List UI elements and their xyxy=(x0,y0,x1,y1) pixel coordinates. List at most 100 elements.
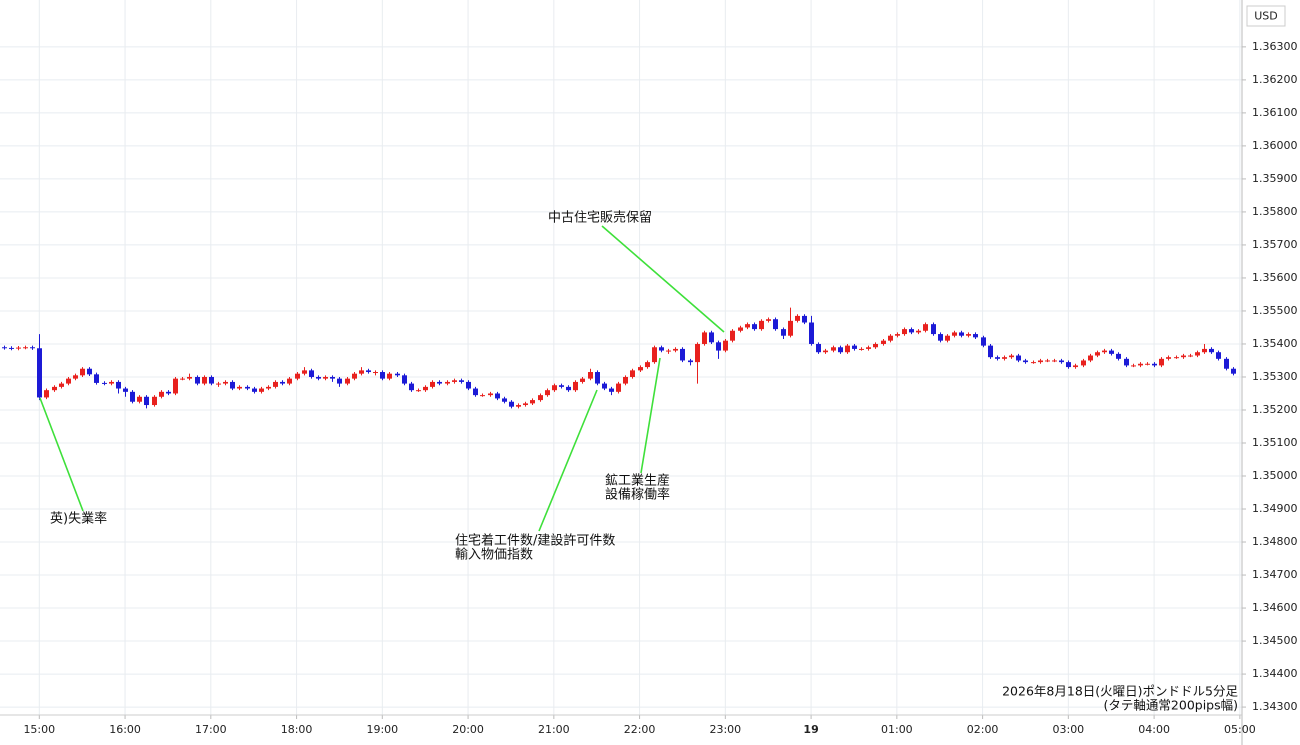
candle-body xyxy=(945,335,950,341)
candle-body xyxy=(1052,360,1057,362)
x-tick-label: 22:00 xyxy=(624,723,656,736)
candle-body xyxy=(1231,368,1236,374)
candle-body xyxy=(80,368,85,376)
candle-body xyxy=(881,340,886,344)
candle-body xyxy=(652,347,657,363)
candle-body xyxy=(545,390,550,396)
candle-body xyxy=(702,332,707,344)
y-tick-label: 1.36300 xyxy=(1252,40,1298,53)
candle-body xyxy=(902,329,907,335)
candle-body xyxy=(495,393,500,399)
candle-body xyxy=(1131,365,1136,367)
candle-body xyxy=(480,395,485,397)
candle-body xyxy=(345,378,350,384)
y-tick-label: 1.34500 xyxy=(1252,634,1298,647)
candle-body xyxy=(209,376,214,384)
candle-body xyxy=(580,378,585,382)
candle-body xyxy=(266,386,271,389)
candle-body xyxy=(788,320,793,336)
candle-body xyxy=(752,324,757,330)
x-tick-label: 18:00 xyxy=(281,723,313,736)
candle-body xyxy=(888,335,893,341)
x-tick-label: 02:00 xyxy=(967,723,999,736)
candle-body xyxy=(1159,358,1164,366)
candle-body xyxy=(1138,363,1143,366)
candle-body xyxy=(202,376,207,384)
candle-body xyxy=(1023,360,1028,363)
candle-body xyxy=(466,381,471,389)
grid xyxy=(0,0,1246,719)
candle-body xyxy=(1066,362,1071,368)
candle-body xyxy=(116,381,121,389)
annotation-text: 鉱工業生産 xyxy=(605,473,670,489)
candle-body xyxy=(509,401,514,407)
candle-body xyxy=(173,378,178,394)
candle-body xyxy=(9,347,14,349)
candle-body xyxy=(566,386,571,391)
candle-body xyxy=(87,368,92,375)
candle-body xyxy=(645,362,650,368)
y-tick-label: 1.35900 xyxy=(1252,172,1298,185)
candle-body xyxy=(102,382,107,384)
candle-body xyxy=(2,347,7,349)
x-tick-label: 05:00 xyxy=(1224,723,1256,736)
y-tick-label: 1.35200 xyxy=(1252,403,1298,416)
candle-body xyxy=(730,330,735,341)
candle-body xyxy=(1016,355,1021,361)
candle-body xyxy=(245,386,250,389)
candle-body xyxy=(237,386,242,389)
candle-body xyxy=(609,388,614,392)
candle-body xyxy=(159,391,164,397)
candle-body xyxy=(680,348,685,361)
candle-body xyxy=(1209,348,1214,353)
candle-body xyxy=(1038,360,1043,363)
candle-body xyxy=(1195,352,1200,356)
y-tick-label: 1.36200 xyxy=(1252,73,1298,86)
annotation-text: 設備稼働率 xyxy=(605,487,670,503)
candle-body xyxy=(802,315,807,323)
annotation-line xyxy=(39,397,84,512)
y-tick-label: 1.34700 xyxy=(1252,568,1298,581)
candle-body xyxy=(530,400,535,404)
candle-body xyxy=(1059,360,1064,363)
candle-body xyxy=(59,383,64,387)
annotation-line xyxy=(601,225,725,333)
candle-body xyxy=(773,319,778,330)
candle-body xyxy=(523,403,528,406)
candle-body xyxy=(516,405,521,407)
candle-body xyxy=(588,372,593,379)
candle-body xyxy=(166,391,171,394)
candle-body xyxy=(923,324,928,331)
x-tick-label: 23:00 xyxy=(709,723,741,736)
candle-body xyxy=(359,370,364,374)
candle-body xyxy=(1009,355,1014,358)
candle-body xyxy=(387,373,392,379)
candle-body xyxy=(966,334,971,336)
candle-body xyxy=(352,373,357,379)
x-tick-label: 04:00 xyxy=(1138,723,1170,736)
candle-body xyxy=(952,332,957,336)
candle-body xyxy=(895,334,900,336)
candle-body xyxy=(1081,360,1086,366)
candle-body xyxy=(123,388,128,392)
candle-body xyxy=(823,350,828,353)
candle-body xyxy=(252,388,257,392)
candle-body xyxy=(638,367,643,371)
candle-body xyxy=(16,347,21,349)
candle-body xyxy=(402,375,407,384)
candles xyxy=(2,307,1236,409)
y-tick-label: 1.35700 xyxy=(1252,238,1298,251)
candle-body xyxy=(845,345,850,353)
y-tick-label: 1.35600 xyxy=(1252,271,1298,284)
candle-body xyxy=(838,347,843,353)
candle-body xyxy=(1116,353,1121,359)
candle-body xyxy=(759,320,764,330)
candle-body xyxy=(502,398,507,402)
candle-body xyxy=(688,360,693,363)
candle-body xyxy=(738,327,743,331)
y-tick-label: 1.34800 xyxy=(1252,535,1298,548)
y-axis-unit: USD xyxy=(1254,10,1278,23)
candle-body xyxy=(909,329,914,333)
candle-body xyxy=(1145,363,1150,365)
